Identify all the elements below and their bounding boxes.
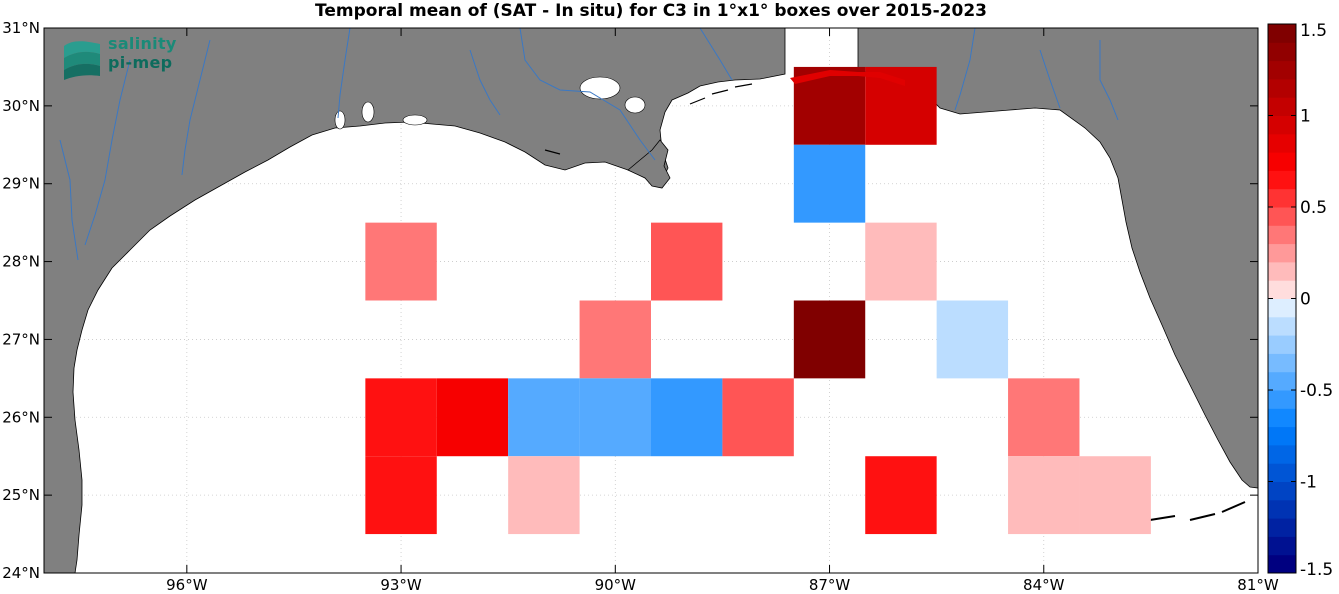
logo-wave-icon	[64, 41, 100, 80]
heatmap-cell	[936, 300, 1009, 379]
colorbar-swatch	[1268, 518, 1296, 537]
plot-border	[43, 27, 1259, 574]
x-tick-label: 81°W	[1237, 576, 1279, 594]
us-gulf-coast-land	[43, 27, 786, 574]
colorbar-swatch	[1268, 97, 1296, 116]
barrier-islands	[544, 83, 753, 155]
colorbar-swatch	[1268, 353, 1296, 373]
colorbar-tick-label: -1.5	[1300, 560, 1333, 580]
florida-land	[857, 27, 1259, 489]
heatmap-cell	[579, 300, 651, 379]
colorbar-tick-label: 1	[1300, 107, 1311, 127]
calcasieu-lake	[361, 101, 375, 123]
colorbar-swatch	[1268, 316, 1296, 336]
y-tick-label: 24°N	[2, 564, 40, 582]
y-tick-label: 26°N	[2, 408, 40, 426]
colorbar-swatch	[1268, 115, 1296, 135]
x-tick-label: 87°W	[809, 576, 851, 594]
colorbar-swatch	[1268, 78, 1296, 98]
colorbar-tick-label: 0	[1300, 290, 1311, 310]
heatmap-cell	[365, 456, 437, 535]
map-frame	[43, 27, 1259, 574]
colorbar: 1.5 1 0.5 0 -0.5 -1 -1.5	[1267, 21, 1333, 580]
grand-lake	[402, 114, 428, 126]
logo-line-1: salinity	[108, 34, 177, 53]
colorbar-swatch	[1268, 42, 1296, 62]
heatmap-cell	[436, 378, 509, 457]
colorbar-swatch	[1268, 499, 1296, 519]
colorbar-swatch	[1268, 24, 1296, 43]
heatmap-cell	[1079, 456, 1151, 535]
colorbar-swatch	[1268, 298, 1296, 318]
x-tick-label: 93°W	[380, 576, 422, 594]
colorbar-swatch	[1268, 335, 1296, 354]
lake-borgne	[624, 96, 646, 114]
logo-line-2: pi-mep	[108, 53, 173, 72]
colorbar-swatch	[1268, 280, 1296, 299]
colorbar-swatch	[1268, 152, 1296, 171]
heatmap-cell	[651, 378, 723, 457]
x-tick-label: 84°W	[1023, 576, 1065, 594]
colorbar-swatch	[1268, 554, 1296, 574]
heatmap-cell	[508, 456, 580, 535]
y-tick-label: 25°N	[2, 486, 40, 504]
heatmap-cell	[793, 300, 866, 379]
heatmap-cell	[651, 222, 723, 301]
colorbar-swatch	[1268, 261, 1296, 281]
colorbar-swatch	[1268, 463, 1296, 482]
heatmap-cell	[865, 222, 937, 301]
colorbar-swatch	[1268, 60, 1296, 80]
data-cells	[365, 66, 1151, 535]
mississippi-delta	[627, 139, 671, 189]
heatmap-cell	[1008, 378, 1080, 457]
x-tick-label: 96°W	[166, 576, 208, 594]
sabine-lake	[334, 110, 346, 130]
y-tick-label: 28°N	[2, 253, 40, 271]
map-title: Temporal mean of (SAT - In situ) for C3 …	[315, 1, 987, 21]
y-tick-label: 31°N	[2, 19, 40, 37]
colorbar-swatch	[1268, 225, 1296, 245]
coastal-highlight	[790, 70, 905, 86]
axis-labels: 96°W 93°W 90°W 87°W 84°W 81°W 24°N 25°N 26°N 27°N…	[2, 19, 1279, 594]
heatmap-cell	[865, 66, 937, 145]
colorbar-swatch	[1268, 207, 1296, 226]
salinity-pi-mep-logo: salinity pi-mep	[62, 34, 212, 86]
colorbar-swatch	[1268, 536, 1296, 556]
colorbar-tick-label: 1.5	[1300, 21, 1327, 41]
colorbar-swatch	[1268, 390, 1296, 409]
colorbar-swatch	[1268, 371, 1296, 391]
y-tick-label: 30°N	[2, 97, 40, 115]
heatmap-cell	[722, 378, 794, 457]
heatmap-cell	[793, 144, 866, 223]
colorbar-tick-label: 0.5	[1300, 198, 1327, 218]
colorbar-swatch	[1268, 481, 1296, 501]
y-tick-label: 29°N	[2, 175, 40, 193]
heatmap-cell	[865, 456, 937, 535]
colorbar-swatch	[1268, 133, 1296, 153]
heatmap-cell	[365, 222, 437, 301]
heatmap-cell	[508, 378, 580, 457]
colorbar-swatch	[1268, 408, 1296, 428]
colorbar-swatch	[1268, 444, 1296, 464]
colorbar-swatch	[1268, 243, 1296, 263]
lake-pontchartrain	[579, 76, 621, 100]
heatmap-cell	[1008, 456, 1080, 535]
colorbar-swatch	[1268, 188, 1296, 208]
colorbar-tick-label: -0.5	[1300, 381, 1333, 401]
heatmap-cell	[579, 378, 651, 457]
colorbar-tick-label: -1	[1300, 473, 1317, 493]
x-tick-label: 90°W	[595, 576, 637, 594]
heatmap-cell	[365, 378, 437, 457]
y-tick-label: 27°N	[2, 330, 40, 348]
colorbar-swatch	[1268, 426, 1296, 446]
colorbar-swatch	[1268, 170, 1296, 190]
rivers	[59, 27, 1119, 261]
